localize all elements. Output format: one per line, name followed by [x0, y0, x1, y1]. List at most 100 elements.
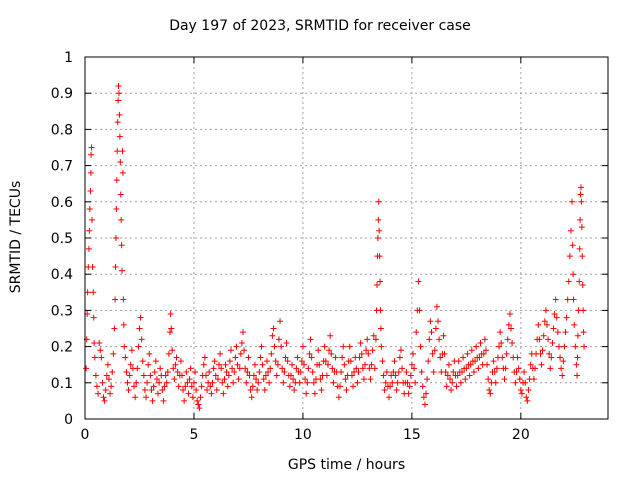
data-point	[126, 372, 133, 379]
data-point	[194, 397, 201, 404]
data-point	[443, 383, 450, 390]
data-point	[490, 358, 497, 365]
data-point	[336, 383, 343, 390]
data-point	[93, 383, 100, 390]
data-point	[578, 224, 585, 231]
data-point	[477, 339, 484, 346]
data-point	[420, 394, 427, 401]
data-point	[159, 387, 166, 394]
data-point	[537, 350, 544, 357]
data-point	[309, 368, 316, 375]
data-point	[380, 372, 387, 379]
data-point	[369, 347, 376, 354]
data-point	[152, 358, 159, 365]
data-point	[189, 394, 196, 401]
data-point	[243, 379, 250, 386]
data-point	[119, 169, 126, 176]
data-point	[262, 372, 269, 379]
y-tick-label: 0	[64, 412, 73, 428]
data-point	[365, 350, 372, 357]
data-point	[405, 390, 412, 397]
data-point	[117, 158, 124, 165]
data-point	[90, 314, 97, 321]
data-point	[274, 361, 281, 368]
data-point	[576, 245, 583, 252]
data-point	[131, 383, 138, 390]
data-point	[296, 379, 303, 386]
data-point	[425, 358, 432, 365]
data-point	[395, 368, 402, 375]
chart-title: Day 197 of 2023, SRMTID for receiver cas…	[169, 18, 471, 34]
data-point	[241, 347, 248, 354]
data-point	[498, 339, 505, 346]
data-point	[570, 271, 577, 278]
data-point	[232, 354, 239, 361]
data-point	[522, 379, 529, 386]
data-point	[239, 329, 246, 336]
data-point	[432, 325, 439, 332]
data-point	[472, 358, 479, 365]
data-point	[433, 303, 440, 310]
data-point	[115, 97, 122, 104]
data-point	[155, 390, 162, 397]
data-point	[508, 325, 515, 332]
data-point	[535, 321, 542, 328]
data-point	[569, 242, 576, 249]
data-point	[565, 278, 572, 285]
data-point	[182, 383, 189, 390]
data-point	[412, 379, 419, 386]
data-point	[170, 365, 177, 372]
data-point	[548, 354, 555, 361]
data-point	[230, 379, 237, 386]
data-point	[115, 90, 122, 97]
data-point	[454, 372, 461, 379]
data-point	[428, 329, 435, 336]
data-point	[449, 379, 456, 386]
data-point	[462, 376, 469, 383]
data-point	[475, 365, 482, 372]
data-point	[374, 235, 381, 241]
data-point	[306, 350, 313, 357]
data-point	[208, 390, 215, 397]
data-point	[88, 216, 95, 223]
data-point	[375, 216, 382, 223]
data-point	[356, 354, 363, 361]
data-point	[184, 379, 191, 386]
data-point	[83, 365, 90, 372]
data-point	[101, 397, 108, 404]
data-point	[161, 383, 168, 390]
data-point	[476, 354, 483, 361]
data-point	[160, 397, 167, 404]
axis-ticks: 00.10.20.30.40.50.60.70.80.910 5 10 15 20	[51, 50, 608, 443]
data-point	[370, 332, 377, 339]
data-point	[427, 318, 434, 325]
data-point	[550, 325, 557, 332]
data-point	[440, 332, 447, 339]
data-point	[363, 347, 370, 354]
data-point	[153, 376, 160, 383]
data-point	[368, 361, 375, 368]
data-point	[242, 365, 249, 372]
data-point	[542, 307, 549, 314]
data-point	[134, 365, 141, 372]
data-point	[266, 379, 273, 386]
data-point	[178, 372, 185, 379]
data-point	[505, 321, 512, 328]
data-point	[120, 321, 127, 328]
data-point	[374, 282, 381, 289]
data-point	[448, 387, 455, 394]
data-point	[151, 368, 158, 375]
data-point	[339, 354, 346, 361]
data-point	[549, 339, 556, 346]
data-point	[460, 354, 467, 361]
data-point	[268, 350, 275, 357]
data-point	[574, 354, 581, 361]
data-point	[148, 387, 155, 394]
data-point	[517, 387, 524, 394]
data-point	[107, 390, 114, 397]
data-point	[294, 354, 301, 361]
data-point	[114, 148, 121, 155]
data-point	[132, 394, 139, 401]
data-point	[308, 354, 315, 361]
data-point	[567, 227, 574, 234]
